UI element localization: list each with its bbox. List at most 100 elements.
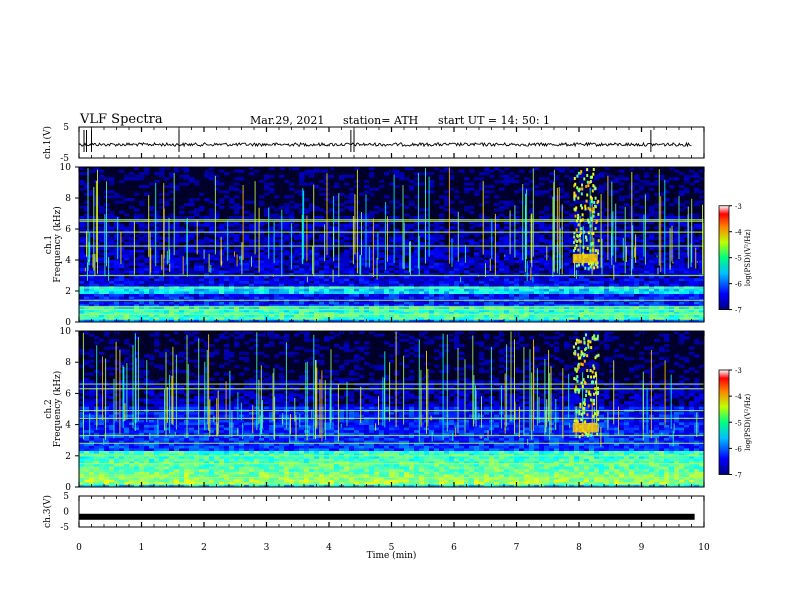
ch1-spectrogram-cell bbox=[414, 270, 420, 274]
ch1-spectrogram-cell bbox=[434, 319, 440, 323]
ch1-spectrogram-cell bbox=[569, 303, 575, 307]
ch1-spectrogram-cell bbox=[639, 278, 645, 282]
ch1-spectrogram-cell bbox=[344, 309, 350, 313]
ch1-spectrogram-cell bbox=[244, 239, 250, 243]
ch1-spectrogram-cell bbox=[139, 223, 145, 227]
ch1-spectrogram-cell bbox=[369, 303, 375, 307]
ch1-spectrogram-cell bbox=[674, 309, 680, 313]
ch1-spectrogram-cell bbox=[194, 272, 200, 276]
ch1-spectrogram-cell bbox=[539, 226, 545, 230]
ch1-spectrogram-cell bbox=[139, 270, 145, 274]
ch1-spectrogram-cell bbox=[119, 247, 125, 251]
ch1-spectrogram-cell bbox=[564, 296, 570, 300]
ch1-spectrogram-cell bbox=[624, 270, 630, 274]
ch1-spectrogram-cell bbox=[339, 252, 345, 256]
ch1-spectrogram-cell bbox=[649, 257, 655, 261]
ch1-spectrogram-cell bbox=[164, 311, 170, 315]
ch1-spectrogram-cell bbox=[249, 216, 255, 220]
ch1-spectrogram-cell bbox=[534, 231, 540, 235]
ch1-spectrogram-cell bbox=[154, 311, 160, 315]
ch1-spectrogram-cell bbox=[144, 226, 150, 230]
ch1-spectrogram-cell bbox=[434, 200, 440, 204]
ch1-spectrogram-cell bbox=[179, 270, 185, 274]
ch1-spectrogram-cell bbox=[84, 270, 90, 274]
ch1-spectrogram-cell bbox=[189, 257, 195, 261]
ch1-spectrogram-cell bbox=[659, 247, 665, 251]
ch1-spectrogram-cell bbox=[429, 179, 435, 183]
ch1-spectrogram-cell bbox=[354, 319, 360, 323]
ch1-spectrogram-cell bbox=[479, 288, 485, 292]
ch1-spectrogram-cell bbox=[334, 309, 340, 313]
ch1-spectrogram-cell bbox=[219, 200, 225, 204]
ch1-spectrogram-cell bbox=[439, 309, 445, 313]
ch1-spectrogram-cell bbox=[104, 280, 110, 284]
ch1-spectrogram-cell bbox=[664, 226, 670, 230]
ch1-spectrogram-cell bbox=[264, 275, 270, 279]
ch1-spectrogram-cell bbox=[459, 257, 465, 261]
ch1-spectrogram-cell bbox=[134, 311, 140, 315]
ch1-spectrogram-cell bbox=[204, 254, 210, 258]
ch1-spectrogram-cell bbox=[564, 303, 570, 307]
ch1-spectrogram-cell bbox=[264, 236, 270, 240]
ch1-spectrogram-cell bbox=[344, 303, 350, 307]
ch1-spectrogram-cell bbox=[309, 226, 315, 230]
ch1-spectrogram-cell bbox=[299, 172, 305, 176]
ch1-spectrogram-cell bbox=[214, 231, 220, 235]
ch1-spectrogram-cell bbox=[659, 303, 665, 307]
ch1-spectrogram-cell bbox=[584, 241, 590, 245]
ch1-spectrogram-cell bbox=[679, 275, 685, 279]
ch1-spectrogram-cell bbox=[384, 223, 390, 227]
ch1-spectrogram-cell bbox=[484, 270, 490, 274]
ch1-spectrogram-cell bbox=[114, 288, 120, 292]
ch1-spectrogram-cell bbox=[399, 260, 405, 263]
ch1-spectrogram-cell bbox=[464, 283, 470, 287]
ch1-spectrogram-cell bbox=[259, 291, 265, 294]
ch1-spectrogram-cell bbox=[239, 291, 245, 294]
ch1-spectrogram-cell bbox=[699, 223, 705, 227]
ch1-spectrogram-cell bbox=[354, 231, 360, 235]
ch1-spectrogram-cell bbox=[344, 280, 350, 284]
ch1-spectrogram-cell bbox=[394, 309, 400, 313]
ch1-spectrogram-cell bbox=[624, 278, 630, 282]
ch1-spectrogram-cell bbox=[229, 314, 235, 318]
ch1-spectrogram-cell bbox=[584, 296, 590, 300]
ch1-spectrogram-cell bbox=[99, 267, 105, 271]
ch1-spectrogram-cell bbox=[134, 270, 140, 274]
ch1-spectrogram-cell bbox=[559, 291, 565, 294]
ch1-spectrogram-cell bbox=[379, 278, 385, 282]
ch1-spectrogram-cell bbox=[564, 301, 570, 305]
ch1-spectrogram-cell bbox=[369, 309, 375, 313]
ch1-spectrogram-cell bbox=[254, 291, 260, 294]
ch1-spectrogram-cell bbox=[449, 314, 455, 318]
ch1-spectrogram-cell bbox=[404, 280, 410, 284]
ch1-spectrogram-cell bbox=[684, 174, 690, 178]
ch1-spectrogram-cell bbox=[259, 311, 265, 315]
ch1-spectrogram-cell bbox=[174, 278, 180, 282]
ch1-spectrogram-cell bbox=[504, 280, 510, 284]
ch1-spectrogram-cell bbox=[219, 303, 225, 307]
ch1-spectrogram-cell bbox=[584, 270, 590, 274]
ch1-spectrogram-cell bbox=[514, 280, 520, 284]
ch1-spectrogram-cell bbox=[244, 252, 250, 256]
ch1-spectrogram-cell bbox=[589, 291, 595, 294]
ch1-spectrogram-cell bbox=[414, 205, 420, 209]
ch1-spectrogram-cell bbox=[234, 203, 240, 207]
ch1-spectrogram-cell bbox=[484, 190, 490, 194]
ch1-spectrogram-cell bbox=[629, 278, 635, 282]
ch1-spectrogram-cell bbox=[379, 293, 385, 297]
ch1-spectrogram-cell bbox=[259, 241, 265, 245]
ch1-spectrogram-cell bbox=[249, 247, 255, 251]
ch1-spectrogram-cell bbox=[274, 314, 280, 318]
ch1-spectrogram-cell bbox=[229, 278, 235, 282]
ch1-spectrogram-cell bbox=[344, 283, 350, 287]
ch1-spectrogram-cell bbox=[519, 265, 525, 269]
ch1-spectrogram-cell bbox=[94, 265, 100, 269]
ch1-spectrogram-cell bbox=[609, 319, 615, 323]
ch1-spectrogram-cell bbox=[694, 247, 700, 251]
ch1-spectrogram-cell bbox=[699, 296, 705, 300]
ch1-spectrogram-cell bbox=[534, 316, 540, 320]
ch1-spectrogram-cell bbox=[99, 229, 105, 232]
ch1-spectrogram-cell bbox=[84, 272, 90, 276]
ch1-spectrogram-cell bbox=[674, 311, 680, 315]
ch1-spectrogram-cell bbox=[329, 316, 335, 320]
